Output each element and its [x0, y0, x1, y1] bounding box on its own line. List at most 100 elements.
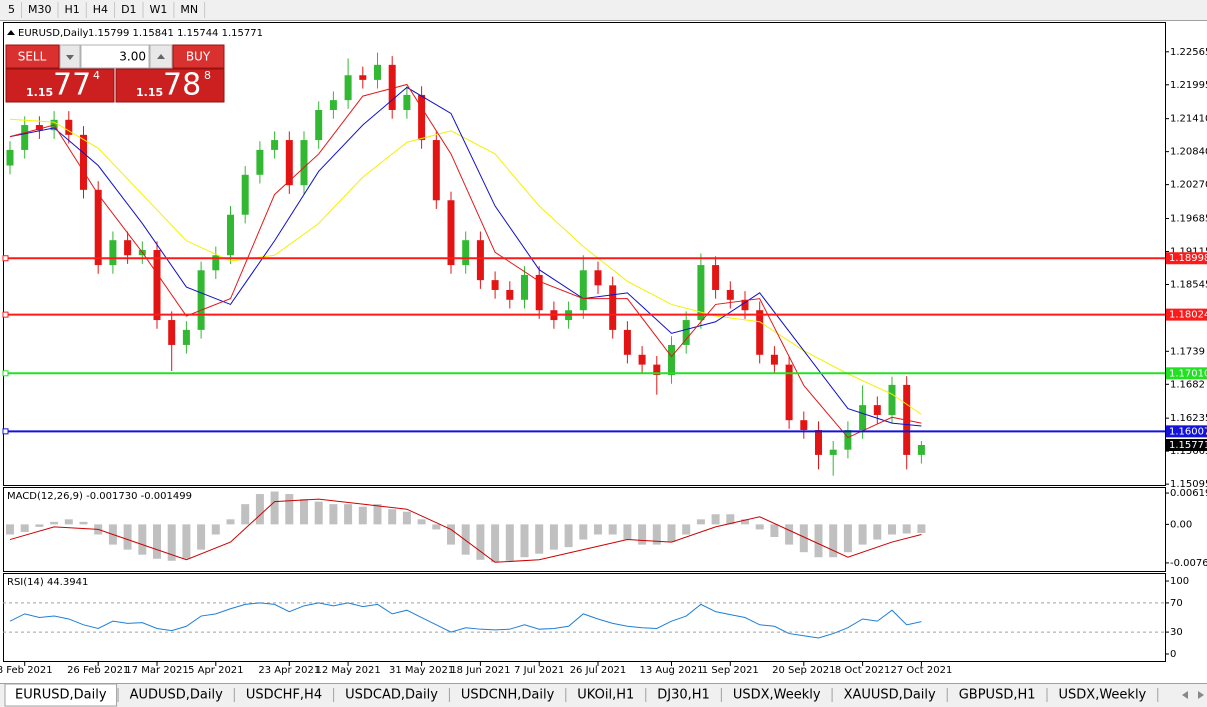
ask-pips: 78	[163, 68, 201, 103]
timeframe-button[interactable]: H4	[93, 3, 108, 16]
macd-bar	[579, 524, 588, 540]
rsi-plot	[3, 602, 1165, 639]
timeframe-button[interactable]: M30	[28, 3, 52, 16]
tab[interactable]	[235, 686, 333, 704]
candle-body	[682, 320, 690, 345]
macd-bar	[652, 524, 661, 545]
macd-bar	[608, 524, 617, 535]
x-tick-label: 13 Aug 2021	[639, 665, 703, 676]
candle-body	[829, 449, 837, 455]
x-tick-label: 12 May 2021	[315, 665, 380, 676]
down-arrow	[66, 55, 74, 60]
moving-average	[9, 118, 922, 415]
bid-box[interactable]	[5, 68, 115, 103]
macd-bar	[285, 494, 294, 525]
tab-scroll-left[interactable]	[1182, 691, 1188, 699]
tab[interactable]	[647, 686, 720, 704]
buy-button[interactable]	[172, 44, 225, 69]
candle-body	[697, 265, 705, 321]
candle-body	[374, 64, 381, 80]
candle-body	[109, 240, 117, 266]
macd-bar	[491, 524, 500, 563]
ask-box[interactable]	[115, 68, 225, 103]
candle-body	[535, 274, 543, 311]
candle-body	[271, 140, 279, 150]
up-arrow	[157, 54, 165, 59]
timeframe-button[interactable]: 5	[8, 3, 15, 16]
macd-tick-label: 0.006193	[1170, 488, 1207, 499]
tab[interactable]	[567, 686, 645, 704]
bid-point: 4	[93, 69, 100, 82]
macd-bar	[388, 509, 397, 525]
tab-scroll-right[interactable]	[1198, 691, 1204, 699]
candle-body	[344, 75, 352, 101]
candle-body	[859, 405, 867, 431]
tab[interactable]	[833, 686, 946, 704]
macd-bar	[505, 524, 514, 561]
level-label-box	[1166, 308, 1207, 321]
current-price-label: 1.15771	[1169, 440, 1207, 451]
macd-bar	[123, 524, 132, 550]
bid-big: 1.15	[26, 86, 53, 99]
macd-bar	[682, 524, 691, 535]
timeframe-button[interactable]: MN	[180, 3, 198, 16]
candle-body	[35, 125, 43, 131]
x-tick-label: 1 Sep 2021	[702, 665, 759, 676]
macd-bar	[241, 504, 250, 525]
level-label-box	[1166, 425, 1207, 438]
level-label: 1.18998	[1169, 253, 1207, 264]
candle-body	[153, 250, 161, 321]
ask-point: 8	[204, 69, 211, 82]
symbol-name: EURUSD,Daily	[18, 28, 89, 39]
collapse-arrow[interactable]	[7, 30, 15, 35]
candle-body	[579, 270, 587, 311]
candle-body	[594, 270, 602, 286]
macd-bar	[314, 501, 323, 525]
macd-bar	[770, 524, 779, 538]
x-tick-label: 26 Feb 2021	[67, 665, 129, 676]
tab-label: XAUUSD,Daily	[844, 688, 936, 703]
x-tick-label: 8 Oct 2021	[835, 665, 890, 676]
lots-input[interactable]	[80, 44, 150, 69]
candle-body	[418, 94, 426, 141]
tab[interactable]	[1048, 686, 1157, 704]
tab[interactable]	[722, 686, 831, 704]
timeframe-button[interactable]: D1	[121, 3, 136, 16]
macd-bar	[461, 524, 470, 555]
macd-bar	[182, 524, 191, 559]
tab[interactable]	[450, 686, 565, 704]
x-tick-label: 8 Feb 2021	[0, 665, 53, 676]
sell-label: SELL	[18, 50, 47, 64]
tab[interactable]	[335, 686, 448, 704]
level-label: 1.16007	[1169, 426, 1207, 437]
macd-bar	[270, 491, 279, 525]
candle-body	[653, 364, 661, 376]
y-tick-label: 1.19115	[1170, 246, 1207, 257]
tab[interactable]	[4, 683, 118, 707]
candle-body	[785, 364, 793, 421]
tab-label: USDCHF,H4	[246, 688, 322, 703]
candle-body	[815, 430, 822, 455]
candle-body	[521, 274, 528, 300]
tab-label: USDCAD,Daily	[345, 688, 438, 703]
candle-body	[212, 255, 220, 271]
macd-bar	[64, 519, 73, 525]
macd-bar	[726, 514, 735, 525]
timeframe-button[interactable]: H1	[65, 3, 80, 16]
tab[interactable]	[119, 686, 233, 704]
bid-pips: 77	[53, 68, 91, 103]
candle-body	[712, 265, 720, 290]
sell-button[interactable]	[5, 44, 60, 69]
macd-bar	[667, 524, 676, 543]
macd-bar	[888, 524, 896, 535]
level-label-box	[1166, 252, 1207, 265]
candle-body	[447, 200, 455, 266]
candle-body	[285, 140, 293, 186]
macd-bar	[402, 511, 411, 525]
rsi-line	[9, 602, 922, 639]
candle-body	[6, 149, 14, 166]
timeframe-button[interactable]: W1	[150, 3, 168, 16]
macd-bar	[447, 524, 455, 545]
tab[interactable]	[948, 686, 1046, 704]
